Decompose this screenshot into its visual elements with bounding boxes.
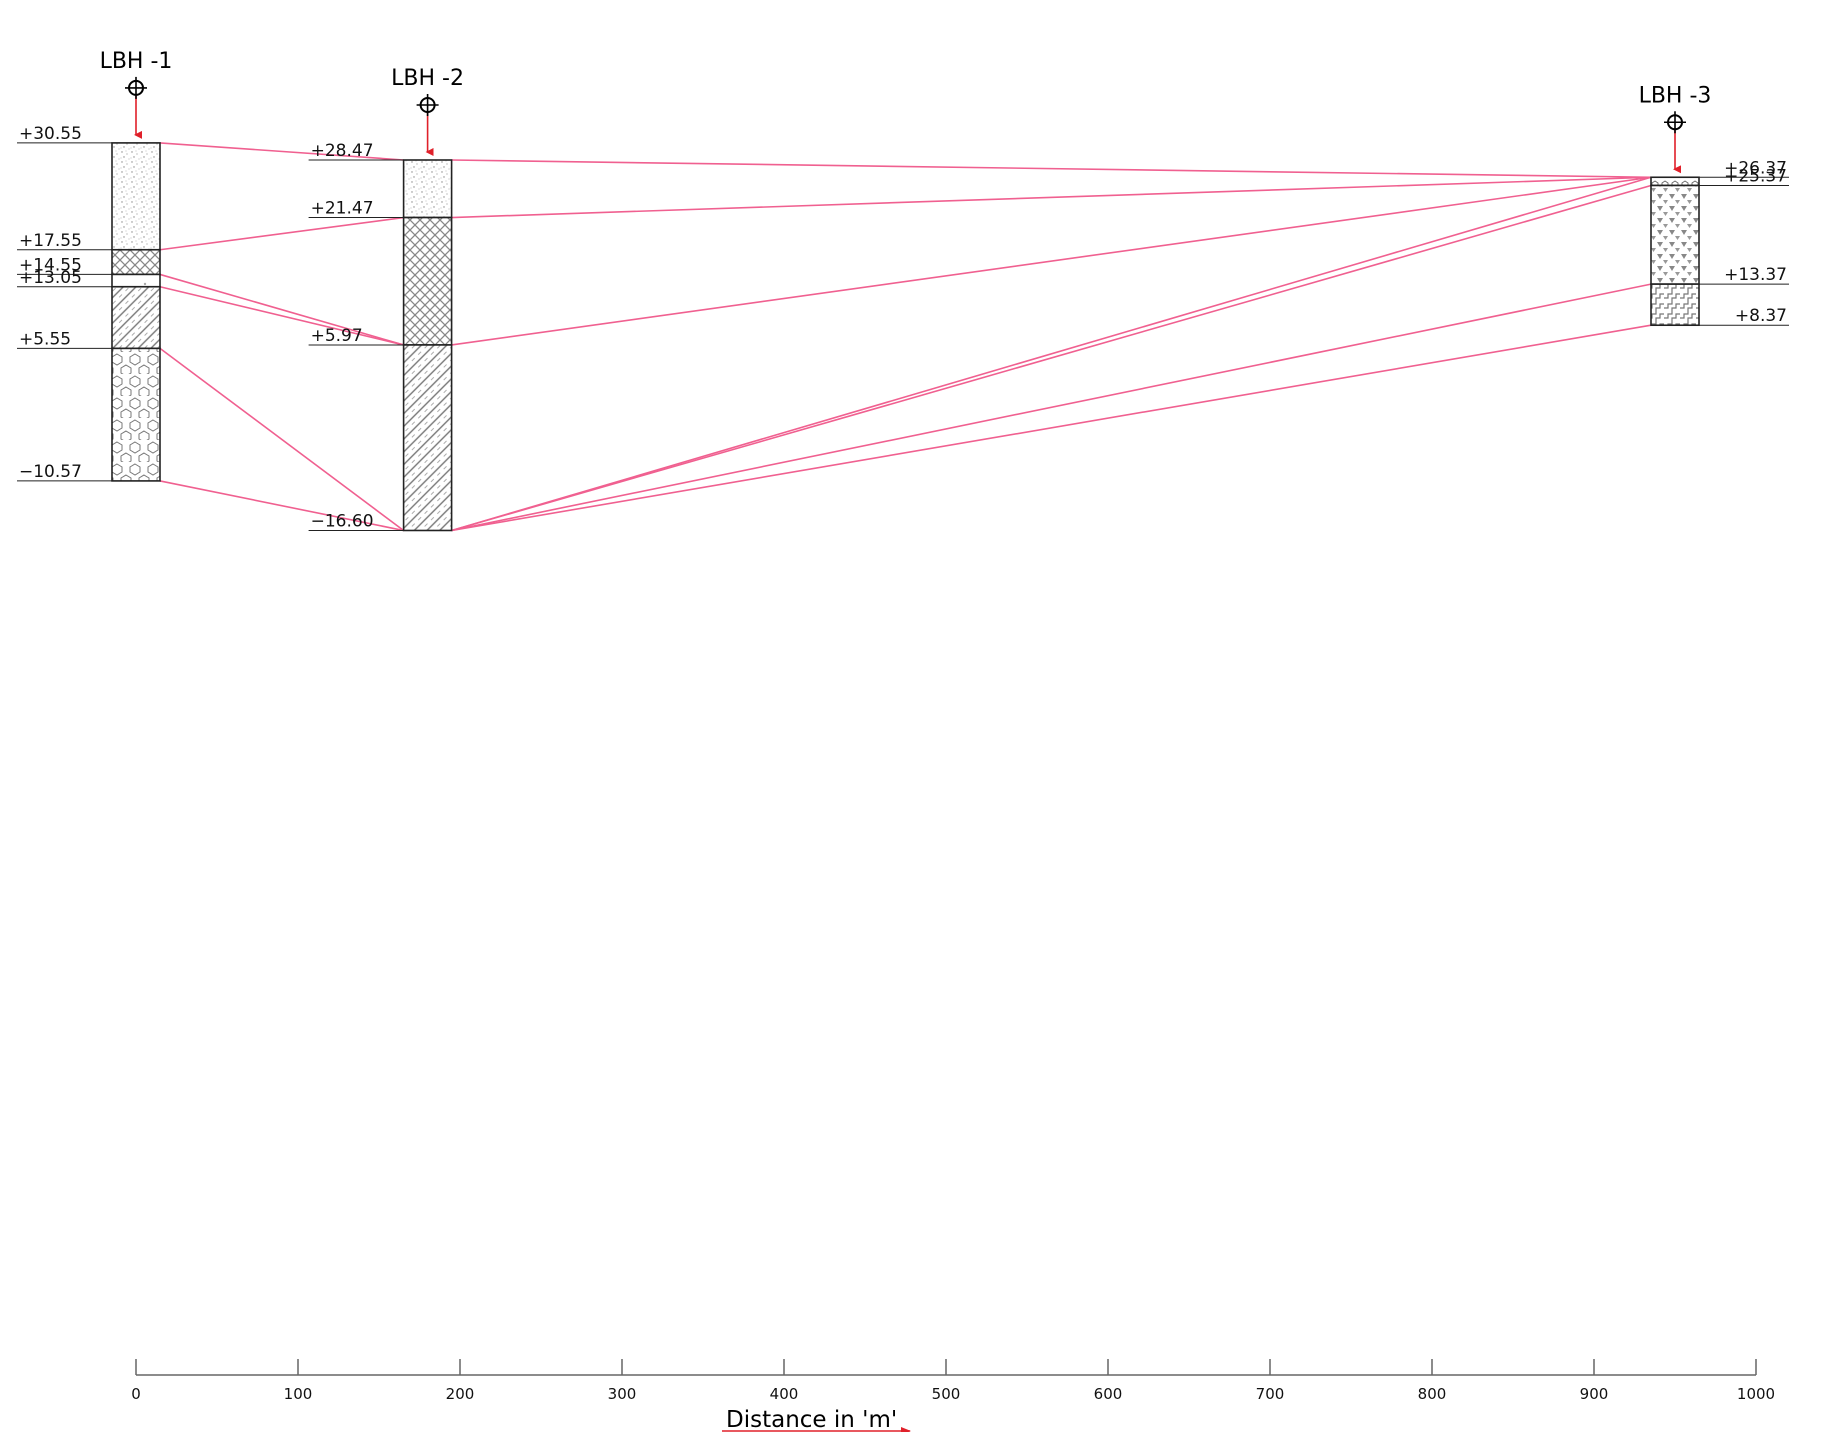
borehole-name: LBH -1 bbox=[100, 49, 173, 74]
soil-layer-zigzag bbox=[1650, 283, 1700, 327]
correlation-line bbox=[159, 142, 404, 161]
distance-axis: 0 100 200 300 400 500 600 700 800 900 1000 Distance… bbox=[131, 1359, 1775, 1432]
soil-layer-hexagons-small bbox=[1650, 176, 1700, 187]
level-label: +26.37 bbox=[1724, 158, 1787, 178]
level-label: −16.60 bbox=[311, 511, 374, 531]
soil-layer-dots bbox=[111, 142, 161, 251]
borehole-3: +26.37+25.37 +13.37 +8.37 LBH -3 bbox=[1639, 83, 1789, 326]
level-label: +13.05 bbox=[19, 268, 82, 288]
correlation-line bbox=[451, 283, 1652, 532]
soil-layer-sparse bbox=[111, 273, 161, 288]
correlation-line bbox=[159, 216, 404, 251]
correlation-line bbox=[451, 159, 1652, 179]
level-label: +28.47 bbox=[311, 141, 374, 161]
level-label: +25.37 bbox=[1724, 166, 1787, 186]
correlation-line bbox=[159, 347, 405, 532]
level-label: +21.47 bbox=[311, 199, 374, 219]
borehole-1: +30.55 +17.55 +14.55+13.05 +5.55 −10.57 LBH -… bbox=[17, 49, 172, 482]
correlation-line bbox=[451, 176, 1652, 219]
correlation-lines bbox=[159, 142, 1652, 532]
borehole-columns: +30.55 +17.55 +14.55+13.05 +5.55 −10.57 LBH -… bbox=[17, 49, 1789, 532]
axis-title: Distance in 'm' bbox=[726, 1407, 897, 1432]
correlation-line bbox=[451, 176, 1652, 346]
correlation-line bbox=[451, 176, 1652, 532]
borehole-name: LBH -3 bbox=[1639, 83, 1712, 108]
soil-layer-crosshatch bbox=[402, 216, 453, 346]
level-label: +13.37 bbox=[1724, 265, 1787, 285]
level-label: +17.55 bbox=[19, 231, 82, 251]
axis-tick-label: 1000 bbox=[1737, 1385, 1775, 1403]
soil-layer-crosshatch bbox=[111, 248, 161, 276]
borehole-2: +28.47 +21.47 +5.97 −16.60 LBH -2 bbox=[308, 66, 464, 532]
correlation-line bbox=[451, 184, 1652, 532]
axis-tick-label: 600 bbox=[1094, 1385, 1123, 1403]
axis-tick-label: 800 bbox=[1418, 1385, 1447, 1403]
level-label: −10.57 bbox=[19, 462, 82, 482]
level-label: +14.55 bbox=[19, 255, 82, 275]
soil-layer-hexagons bbox=[111, 347, 161, 482]
soil-layer-diagonal bbox=[111, 285, 161, 350]
correlation-line bbox=[159, 480, 404, 532]
axis-tick-label: 500 bbox=[932, 1385, 961, 1403]
correlation-line bbox=[451, 324, 1652, 532]
axis-tick-label: 200 bbox=[446, 1385, 475, 1403]
borehole-name: LBH -2 bbox=[391, 66, 464, 91]
axis-tick-label: 300 bbox=[608, 1385, 637, 1403]
level-label: +8.37 bbox=[1735, 306, 1787, 326]
axis-tick-label: 700 bbox=[1256, 1385, 1285, 1403]
axis-tick-label: 900 bbox=[1580, 1385, 1609, 1403]
soil-layer-dots bbox=[402, 159, 453, 219]
axis-tick-label: 0 bbox=[131, 1385, 141, 1403]
correlation-line bbox=[159, 285, 404, 346]
axis-tick-label: 400 bbox=[770, 1385, 799, 1403]
level-label: +30.55 bbox=[19, 124, 82, 144]
soil-layer-triangles bbox=[1650, 184, 1700, 285]
level-label: +5.97 bbox=[311, 326, 363, 346]
level-label: +5.55 bbox=[19, 329, 71, 349]
axis-tick-label: 100 bbox=[284, 1385, 313, 1403]
soil-layer-diagonal bbox=[402, 344, 453, 532]
correlation-line bbox=[159, 273, 404, 346]
